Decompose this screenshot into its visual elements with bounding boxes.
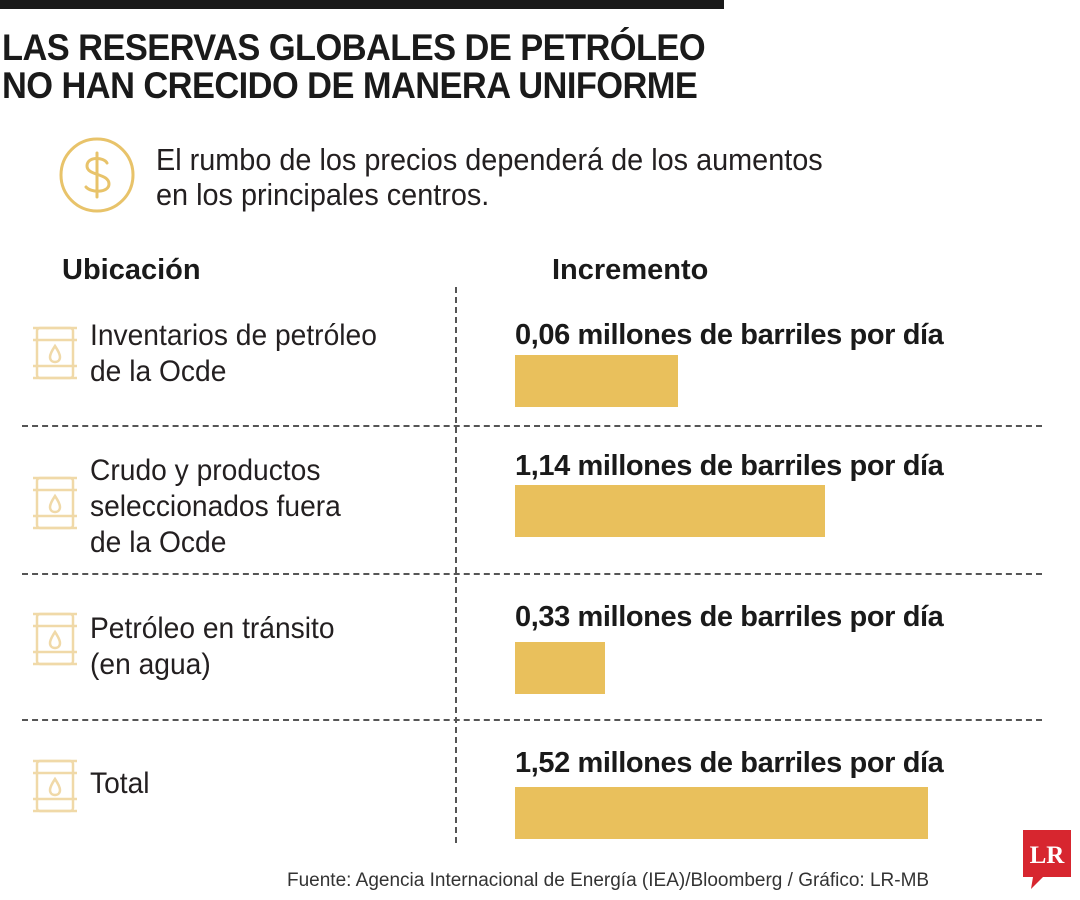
bar	[515, 642, 605, 694]
dollar-circle-icon	[59, 137, 135, 213]
bar-value-label: 0,33 millones de barriles por día	[515, 601, 944, 633]
oil-barrel-icon	[33, 759, 77, 813]
oil-barrel-icon	[33, 612, 77, 666]
row-label-line: (en agua)	[90, 648, 211, 681]
row-label-line: de la Ocde	[90, 355, 227, 388]
row-label: Petróleo en tránsito (en agua)	[90, 611, 335, 683]
subtitle-line-2: en los principales centros.	[156, 177, 490, 212]
column-header-location: Ubicación	[62, 254, 201, 286]
bar	[515, 485, 825, 537]
oil-barrel-icon	[33, 476, 77, 530]
row-separator	[22, 719, 1042, 721]
bar-value-label: 1,52 millones de barriles por día	[515, 747, 944, 779]
oil-barrel-icon	[33, 326, 77, 380]
column-divider	[455, 287, 457, 843]
bar	[515, 787, 928, 839]
row-label: Crudo y productos seleccionados fuera de l…	[90, 453, 341, 561]
column-header-increase: Incremento	[552, 254, 709, 286]
top-rule	[0, 0, 724, 9]
subtitle-line-1: El rumbo de los precios dependerá de los…	[156, 142, 823, 177]
row-separator	[22, 573, 1042, 575]
source-note: Fuente: Agencia Internacional de Energía…	[287, 870, 930, 891]
row-label-line: de la Ocde	[90, 526, 227, 559]
title-line-1: LAS RESERVAS GLOBALES DE PETRÓLEO	[2, 27, 706, 68]
row-label-line: Inventarios de petróleo	[90, 319, 377, 352]
row-separator	[22, 425, 1042, 427]
title-line-2: NO HAN CRECIDO DE MANERA UNIFORME	[2, 65, 698, 106]
row-label-line: Total	[90, 767, 150, 800]
row-label-line: seleccionados fuera	[90, 490, 341, 523]
bar-value-label: 1,14 millones de barriles por día	[515, 450, 944, 482]
row-label-line: Crudo y productos	[90, 454, 321, 487]
lr-logo: LR	[1023, 830, 1071, 889]
bar-value-label: 0,06 millones de barriles por día	[515, 319, 944, 351]
row-label-line: Petróleo en tránsito	[90, 612, 335, 645]
bar	[515, 355, 678, 407]
svg-text:LR: LR	[1030, 842, 1066, 869]
row-label: Inventarios de petróleo de la Ocde	[90, 318, 377, 390]
row-label: Total	[90, 766, 150, 802]
